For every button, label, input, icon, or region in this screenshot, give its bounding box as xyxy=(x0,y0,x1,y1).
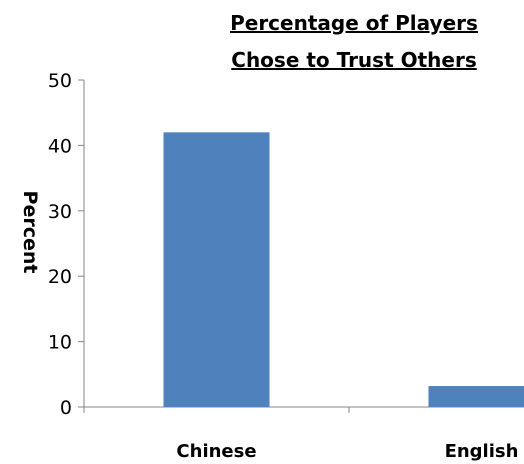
bars xyxy=(163,132,524,407)
x-category-label: Chinese xyxy=(176,441,256,462)
chart-title-line-1: Percentage of Players xyxy=(230,11,478,35)
x-category-label: English xyxy=(445,441,519,462)
chart-title: Percentage of Players Chose to Trust Oth… xyxy=(230,11,478,72)
tick-labels: 0 10 20 30 40 50 Chinese English xyxy=(48,70,519,462)
axis-layer xyxy=(78,79,524,413)
bar-english xyxy=(428,386,524,407)
y-tick-label: 30 xyxy=(48,201,72,223)
chart-title-line-2: Chose to Trust Others xyxy=(231,48,476,72)
y-tick-label: 0 xyxy=(60,397,72,419)
y-tick-label: 40 xyxy=(48,135,72,157)
y-tick-label: 20 xyxy=(48,266,72,288)
y-tick-label: 50 xyxy=(48,70,72,92)
y-axis-title: Percent xyxy=(19,191,41,274)
y-tick-label: 10 xyxy=(48,332,72,354)
bar-chinese xyxy=(163,132,270,407)
